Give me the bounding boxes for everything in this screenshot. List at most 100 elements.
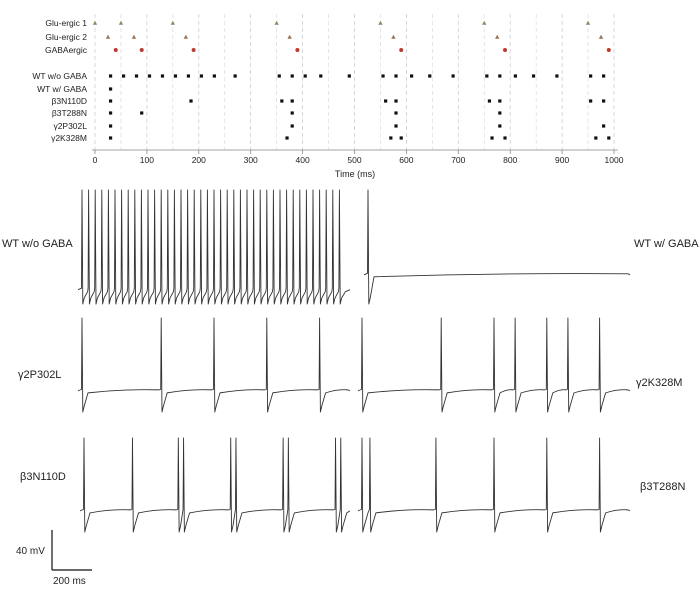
raster-event-triangle <box>495 34 500 39</box>
raster-event-square <box>389 136 393 140</box>
scale-bar-voltage-label: 40 mV <box>16 546 45 557</box>
raster-event-square <box>602 99 606 103</box>
raster-event-square <box>134 74 139 78</box>
raster-event-square <box>319 74 323 78</box>
raster-plot: 0 100 200 300 400 500 600 700 800 900 1000 Time (m… <box>32 14 624 179</box>
raster-event-triangle <box>131 34 137 39</box>
trace-panel <box>77 317 351 413</box>
raster-event-triangle <box>118 20 124 25</box>
scale-bar: 40 mV 200 ms <box>16 530 92 587</box>
raster-tick-label: 100 <box>140 155 154 165</box>
raster-event-square <box>285 136 289 140</box>
raster-event-triangle <box>170 20 176 25</box>
trace-panel <box>79 437 351 533</box>
raster-row-label: β3T288N <box>52 108 87 118</box>
trace-panel <box>357 317 631 413</box>
raster-event-square <box>108 87 113 91</box>
raster-event-square <box>498 99 502 103</box>
raster-event-square <box>409 74 414 78</box>
raster-event-square <box>589 74 593 78</box>
panel-label-g2k328m: γ2K328M <box>636 377 682 389</box>
raster-event-square <box>485 74 489 78</box>
raster-event-square <box>451 74 455 78</box>
raster-event-dot <box>295 48 300 52</box>
raster-event-square <box>277 74 281 78</box>
raster-event-square <box>589 99 593 103</box>
raster-event-square <box>594 136 598 140</box>
voltage-trace <box>357 437 631 533</box>
raster-event-square <box>212 74 216 78</box>
panel-label-b3n110d: β3N110D <box>20 471 66 483</box>
raster-event-square <box>347 74 351 78</box>
raster-event-triangle <box>183 34 189 39</box>
raster-event-triangle <box>92 20 98 25</box>
raster-event-square <box>394 124 398 128</box>
raster-event-triangle <box>287 34 292 39</box>
raster-row-label: Glu-ergic 1 <box>45 18 87 28</box>
raster-event-square <box>531 74 536 78</box>
raster-event-square <box>108 124 113 128</box>
raster-event-square <box>394 74 398 78</box>
raster-event-square <box>108 99 113 103</box>
raster-tick-label: 700 <box>451 155 465 165</box>
raster-event-square <box>233 74 237 78</box>
raster-event-square <box>513 74 517 78</box>
raster-event-square <box>290 124 294 128</box>
raster-tick-label: 600 <box>399 155 413 165</box>
raster-event-square <box>121 74 126 78</box>
raster-event-triangle <box>482 20 487 25</box>
trace-panel <box>363 189 631 305</box>
raster-event-dot <box>113 48 118 52</box>
raster-row-label: GABAergic <box>45 45 88 55</box>
raster-event-dot <box>606 48 611 52</box>
raster-tick-label: 400 <box>296 155 310 165</box>
raster-event-square <box>607 136 611 140</box>
raster-event-square <box>280 99 284 103</box>
voltage-trace <box>79 437 351 533</box>
raster-event-dot <box>503 48 508 52</box>
panel-label-wt-without-gaba: WT w/o GABA <box>2 238 73 250</box>
raster-event-dot <box>191 48 196 52</box>
raster-event-square <box>381 74 385 78</box>
panel-label-g2p302l: γ2P302L <box>18 369 61 381</box>
voltage-trace <box>77 317 351 413</box>
raster-event-square <box>108 136 113 140</box>
raster-tick-label: 900 <box>555 155 569 165</box>
raster-x-axis <box>92 149 618 154</box>
trace-panel <box>357 437 631 533</box>
raster-event-square <box>147 74 152 78</box>
raster-row-label: γ2P302L <box>53 121 87 131</box>
raster-event-square <box>189 99 193 103</box>
raster-tick-label: 200 <box>192 155 206 165</box>
raster-event-square <box>290 74 294 78</box>
raster-event-square <box>173 74 178 78</box>
raster-event-triangle <box>585 20 591 25</box>
raster-event-square <box>490 136 494 140</box>
raster-event-square <box>503 136 507 140</box>
raster-xlabel: Time (ms) <box>335 169 375 179</box>
raster-row-label: Glu-ergic 2 <box>45 32 87 42</box>
raster-marks <box>92 20 611 140</box>
raster-event-square <box>602 74 606 78</box>
raster-event-dot <box>139 48 144 52</box>
raster-event-square <box>108 74 113 78</box>
raster-event-triangle <box>391 34 396 39</box>
raster-event-square <box>487 99 492 103</box>
raster-row-label: WT w/ GABA <box>37 84 87 94</box>
raster-row-label: γ2K328M <box>51 133 87 143</box>
raster-tick-label: 500 <box>347 155 361 165</box>
raster-event-square <box>290 111 294 115</box>
trace-panel <box>77 189 351 305</box>
raster-tick-label: 800 <box>503 155 517 165</box>
panel-label-wt-with-gaba: WT w/ GABA <box>634 238 699 250</box>
raster-event-square <box>186 74 191 78</box>
raster-event-square <box>498 124 502 128</box>
raster-tick-label: 1000 <box>605 155 624 165</box>
raster-gridlines <box>94 14 615 150</box>
panel-label-b3t288n: β3T288N <box>640 481 686 493</box>
raster-event-square <box>555 74 559 78</box>
raster-event-triangle <box>598 34 604 39</box>
voltage-trace <box>363 189 631 305</box>
raster-row-labels: Glu-ergic 1 Glu-ergic 2 GABAergic WT w/o GA… <box>32 18 87 143</box>
